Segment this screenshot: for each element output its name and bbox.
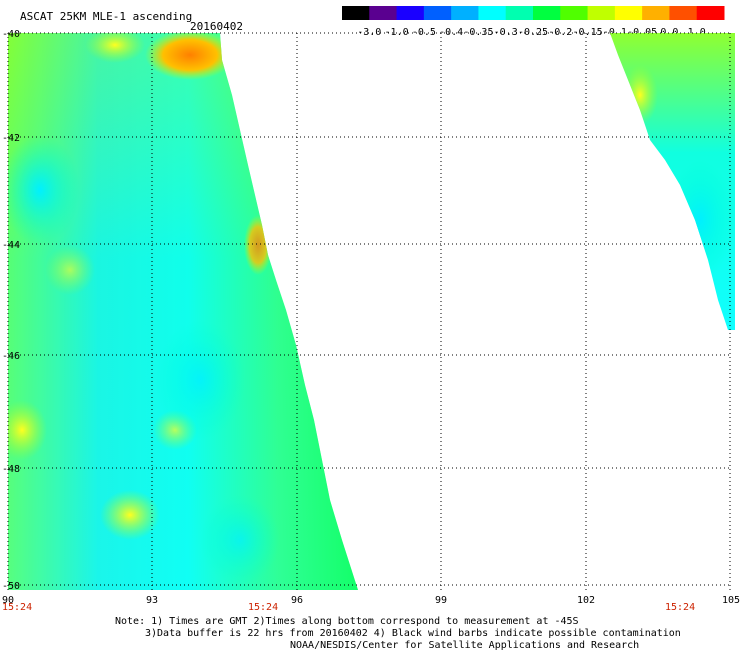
colorbar-segment [642, 6, 670, 20]
colorbar-segment [451, 6, 479, 20]
colorbar-segment [560, 6, 589, 20]
latitude-label: -50 [2, 581, 20, 592]
latitude-label: -48 [2, 464, 20, 475]
longitude-label: 96 [291, 595, 303, 606]
map-title: ASCAT 25KM MLE-1 ascending [20, 10, 192, 23]
colorbar-segment [587, 6, 616, 20]
colorbar-segment [669, 6, 698, 20]
longitude-label: 102 [577, 595, 595, 606]
note-line-3: NOAA/NESDIS/Center for Satellite Applica… [290, 640, 640, 651]
swath-right [610, 33, 735, 330]
longitude-label: 105 [722, 595, 740, 606]
longitude-label: 93 [146, 595, 158, 606]
colorbar-segment [396, 6, 425, 20]
longitude-label: 90 [2, 595, 14, 606]
latitude-label: -46 [2, 351, 20, 362]
colorbar-segment [369, 6, 398, 20]
latitude-label: -40 [2, 29, 20, 40]
colorbar-segment [505, 6, 534, 20]
time-label: 15:24 [665, 602, 695, 613]
colorbar-label: -0.5 [412, 27, 436, 38]
colorbar-label: -0.05 [627, 27, 657, 38]
colorbar-segment [423, 6, 452, 20]
colorbar-label: 0.0 [660, 27, 678, 38]
colorbar-label: -0.3 [494, 27, 518, 38]
colorbar-label: -0.15 [573, 27, 603, 38]
colorbar-segment [614, 6, 643, 20]
longitude-labels: 90 93 96 99 102 105 [2, 595, 740, 606]
colorbar-segment [478, 6, 507, 20]
colorbar [342, 6, 725, 20]
time-labels: 15:24 15:24 15:24 [2, 602, 695, 613]
swath-left [8, 33, 358, 590]
colorbar-label: -0.1 [603, 27, 627, 38]
time-label: 15:24 [248, 602, 278, 613]
latitude-labels: -40 -42 -44 -46 -48 -50 [2, 29, 20, 592]
colorbar-label: -0.35 [463, 27, 493, 38]
note-line-2: 3)Data buffer is 22 hrs from 20160402 4)… [145, 628, 681, 639]
colorbar-segment [696, 6, 725, 20]
colorbar-segment [533, 6, 561, 20]
map-date: 20160402 [190, 20, 243, 33]
colorbar-segment [342, 6, 370, 20]
colorbar-label: -3.0 [357, 27, 381, 38]
latitude-label: -42 [2, 133, 20, 144]
longitude-label: 99 [435, 595, 447, 606]
map-gridlines [7, 32, 732, 590]
note-line-1: Note: 1) Times are GMT 2)Times along bot… [115, 616, 579, 627]
time-label: 15:24 [2, 602, 32, 613]
latitude-label: -44 [2, 240, 20, 251]
colorbar-label: -0.4 [439, 27, 463, 38]
